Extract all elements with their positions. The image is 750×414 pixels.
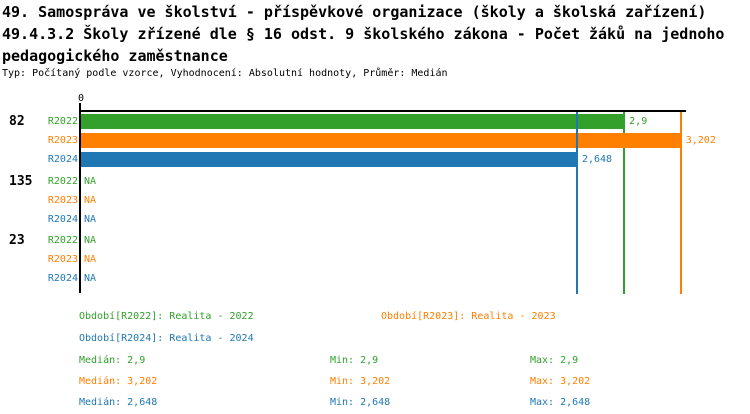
title-line-3: pedagogického zaměstnance: [2, 47, 228, 65]
group-label-135: 135: [9, 174, 33, 189]
na-value: NA: [84, 273, 97, 284]
row-label-r2022: R2022: [47, 116, 78, 127]
legend-median-r2022: Medián: 2,9: [79, 355, 146, 366]
legend-median-r2023: Medián: 3,202: [79, 376, 158, 387]
na-value: NA: [84, 195, 97, 206]
row-label-r2023: R2023: [47, 135, 78, 146]
median-line-r2022: [623, 111, 626, 294]
row-label-r2023: R2023: [47, 195, 78, 206]
legend-period-r2024: Období[R2024]: Realita - 2024: [79, 333, 254, 344]
axis-tick-mark: [79, 103, 81, 111]
bar-r2023: [81, 133, 681, 148]
na-value: NA: [84, 176, 97, 187]
legend-max-r2023: Max: 3,202: [530, 376, 591, 387]
median-line-r2024: [575, 111, 578, 294]
y-axis-line: [79, 110, 81, 293]
axis-tick-label-0: 0: [77, 93, 85, 104]
row-label-r2022: R2022: [47, 176, 78, 187]
median-line-r2023: [679, 111, 682, 294]
row-label-r2024: R2024: [47, 273, 78, 284]
legend-median-r2024: Medián: 2,648: [79, 397, 158, 408]
legend-max-r2024: Max: 2,648: [530, 397, 591, 408]
na-value: NA: [84, 214, 97, 225]
title-line-2: 49.4.3.2 Školy zřízené dle § 16 odst. 9 …: [2, 25, 725, 43]
bar-value-r2024: 2,648: [581, 154, 613, 165]
row-label-r2024: R2024: [47, 154, 78, 165]
legend-max-r2022: Max: 2,9: [530, 355, 579, 366]
bar-r2024: [81, 152, 577, 167]
title-line-1: 49. Samospráva ve školství - příspěvkové…: [2, 3, 707, 21]
bar-value-r2022: 2,9: [629, 116, 648, 127]
row-label-r2024: R2024: [47, 214, 78, 225]
x-axis-line: [79, 110, 686, 112]
legend-min-r2022: Min: 2,9: [330, 355, 379, 366]
chart-meta-line: Typ: Počítaný podle vzorce, Vyhodnocení:…: [2, 68, 448, 79]
row-label-r2022: R2022: [47, 235, 78, 246]
bar-value-r2023: 3,202: [685, 135, 716, 146]
na-value: NA: [84, 254, 97, 265]
row-label-r2023: R2023: [47, 254, 78, 265]
legend-min-r2024: Min: 2,648: [330, 397, 391, 408]
na-value: NA: [84, 235, 97, 246]
group-label-82: 82: [9, 114, 25, 129]
legend-period-r2023: Období[R2023]: Realita - 2023: [381, 311, 556, 322]
legend-min-r2023: Min: 3,202: [330, 376, 391, 387]
group-label-23: 23: [9, 233, 25, 248]
bar-r2022: [81, 114, 625, 129]
legend-period-r2022: Období[R2022]: Realita - 2022: [79, 311, 254, 322]
